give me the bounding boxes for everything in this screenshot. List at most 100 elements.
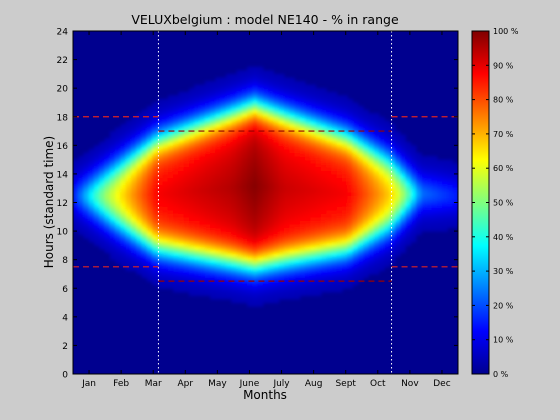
heatmap-cell [262, 173, 269, 179]
heatmap-cell [183, 198, 190, 204]
heatmap-cell [220, 284, 227, 289]
heatmap-cell [363, 273, 369, 279]
heatmap-cell [220, 270, 227, 275]
heatmap-cell [204, 120, 211, 125]
heatmap-cell [352, 123, 359, 129]
heatmap-cell [131, 173, 137, 179]
heatmap-cell [183, 216, 190, 221]
heatmap-cell [363, 238, 369, 243]
heatmap-cell [384, 202, 391, 207]
heatmap-cell [215, 181, 222, 186]
heatmap-cell [215, 202, 222, 207]
heatmap-cell [152, 209, 158, 214]
heatmap-cell [283, 134, 290, 139]
heatmap-cell [315, 238, 322, 243]
heatmap-cell [305, 127, 311, 132]
heatmap-cell [194, 202, 201, 207]
heatmap-cell [199, 206, 206, 211]
heatmap-cell [257, 181, 264, 186]
heatmap-cell [178, 141, 185, 146]
heatmap-cell [231, 227, 238, 232]
heatmap-cell [447, 198, 454, 204]
heatmap-cell [241, 134, 248, 139]
heatmap-cell [394, 234, 401, 239]
heatmap-cell [310, 291, 317, 296]
heatmap-cell [167, 145, 174, 150]
heatmap-cell [162, 241, 169, 246]
heatmap-cell [236, 81, 243, 86]
heatmap-cell [257, 102, 264, 107]
heatmap-cell [241, 291, 248, 296]
heatmap-cell [115, 134, 122, 139]
heatmap-cell [231, 170, 238, 175]
heatmap-cell [231, 141, 238, 146]
heatmap-cell [283, 266, 290, 271]
heatmap-cell [278, 291, 285, 296]
heatmap-cell [231, 220, 238, 225]
heatmap-cell [310, 109, 317, 114]
heatmap-cell [215, 141, 222, 146]
heatmap-cell [415, 152, 422, 157]
heatmap-cell [115, 195, 122, 200]
heatmap-cell [415, 163, 422, 168]
heatmap-cell [410, 166, 417, 171]
heatmap-cell [331, 234, 338, 239]
heatmap-cell [225, 170, 232, 175]
heatmap-cell [347, 234, 354, 239]
heatmap-cell [347, 163, 354, 168]
heatmap-cell [273, 173, 280, 179]
heatmap-cell [294, 152, 301, 157]
heatmap-cell [336, 170, 343, 175]
heatmap-cell [368, 238, 375, 243]
x-tick-label: June [239, 379, 260, 389]
heatmap-cell [410, 216, 417, 221]
heatmap-cell [341, 127, 348, 132]
heatmap-cell [373, 231, 380, 236]
heatmap-cell [120, 127, 127, 132]
heatmap-cell [336, 181, 343, 186]
heatmap-cell [152, 145, 158, 150]
heatmap-cell [73, 191, 79, 196]
heatmap-cell [447, 209, 454, 214]
heatmap-cell [173, 159, 180, 164]
heatmap-cell [289, 191, 296, 196]
heatmap-cell [299, 123, 306, 129]
heatmap-cell [88, 220, 95, 225]
heatmap-cell [363, 163, 369, 168]
heatmap-cell [294, 116, 301, 121]
heatmap-cell [183, 134, 190, 139]
heatmap-cell [220, 266, 227, 271]
heatmap-cell [347, 138, 354, 143]
heatmap-cell [189, 131, 195, 136]
heatmap-cell [273, 288, 280, 293]
heatmap-cell [115, 259, 122, 264]
heatmap-cell [320, 123, 327, 129]
heatmap-cell [215, 223, 222, 229]
heatmap-cell [283, 256, 290, 261]
heatmap-cell [320, 206, 327, 211]
heatmap-cell [157, 231, 164, 236]
heatmap-cell [99, 209, 106, 214]
heatmap-cell [347, 177, 354, 182]
heatmap-cell [183, 277, 190, 282]
heatmap-cell [104, 209, 111, 214]
heatmap-cell [225, 177, 232, 182]
heatmap-cell [204, 181, 211, 186]
heatmap-cell [162, 127, 169, 132]
heatmap-cell [199, 138, 206, 143]
heatmap-cell [310, 281, 317, 286]
heatmap-cell [136, 170, 143, 175]
x-tick-label: Oct [370, 379, 386, 389]
heatmap-cell [315, 198, 322, 204]
heatmap-cell [262, 81, 269, 86]
heatmap-cell [199, 234, 206, 239]
heatmap-cell [199, 95, 206, 100]
heatmap-cell [289, 163, 296, 168]
heatmap-cell [315, 163, 322, 168]
heatmap-cell [167, 134, 174, 139]
heatmap-cell [247, 113, 253, 118]
heatmap-cell [241, 202, 248, 207]
heatmap-cell [152, 277, 158, 282]
heatmap-cell [152, 120, 158, 125]
